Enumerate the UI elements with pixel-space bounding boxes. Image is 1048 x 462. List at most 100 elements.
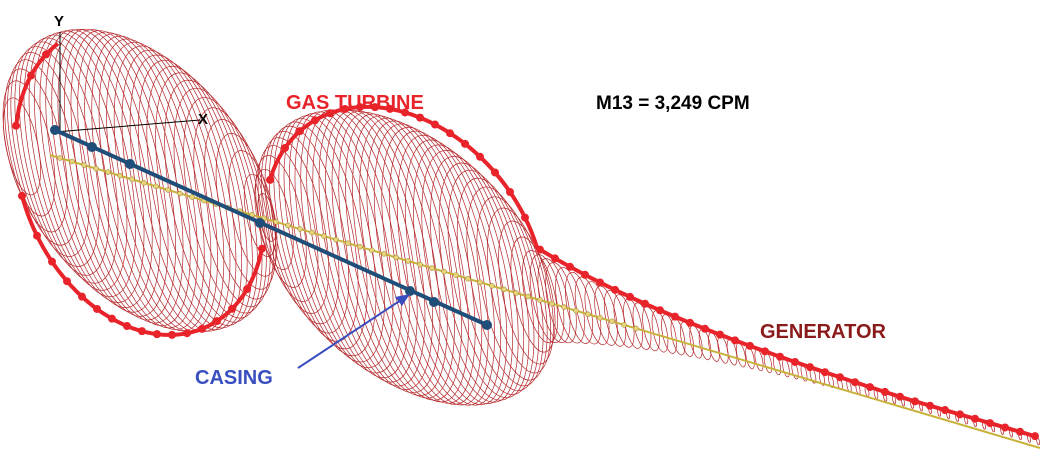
envelope-node bbox=[911, 397, 919, 405]
envelope-edge bbox=[270, 107, 1038, 437]
casing-node bbox=[87, 142, 97, 152]
envelope-node bbox=[27, 72, 35, 80]
envelope-node bbox=[716, 331, 724, 339]
shaft-node bbox=[322, 234, 327, 239]
mode-label: M13 = 3,249 CPM bbox=[596, 93, 750, 114]
envelope-node bbox=[506, 188, 514, 196]
envelope-node bbox=[243, 285, 251, 293]
shaft-node bbox=[622, 322, 627, 327]
shaft-node bbox=[406, 258, 411, 263]
envelope-node bbox=[138, 327, 146, 335]
envelope-node bbox=[746, 342, 754, 350]
shaft-node bbox=[454, 273, 459, 278]
envelope-node bbox=[12, 122, 20, 130]
envelope-node bbox=[686, 319, 694, 327]
envelope-node bbox=[596, 278, 604, 286]
shaft-node bbox=[190, 195, 195, 200]
casing-arrow bbox=[298, 298, 404, 368]
shaft-node bbox=[70, 159, 75, 164]
shaft-node bbox=[154, 184, 159, 189]
envelope-node bbox=[641, 300, 649, 308]
casing-node bbox=[125, 159, 135, 169]
arrow-head bbox=[395, 294, 410, 306]
shaft-node bbox=[514, 290, 519, 295]
shaft-node bbox=[142, 180, 147, 185]
envelope-node bbox=[183, 329, 191, 337]
shaft-node bbox=[106, 170, 111, 175]
envelope-node bbox=[123, 322, 131, 330]
rotor-envelope bbox=[12, 44, 1039, 441]
envelope-node bbox=[536, 246, 544, 254]
shaft-node bbox=[574, 308, 579, 313]
envelope-node bbox=[956, 410, 964, 418]
envelope-node bbox=[821, 368, 829, 376]
shaft-node bbox=[502, 287, 507, 292]
envelope-node bbox=[18, 192, 26, 200]
envelope-node bbox=[93, 305, 101, 313]
envelope-node bbox=[776, 353, 784, 361]
envelope-node bbox=[461, 140, 469, 148]
shaft-node bbox=[394, 255, 399, 260]
envelope-node bbox=[656, 306, 664, 314]
envelope-node bbox=[296, 127, 304, 135]
shaft-node bbox=[466, 276, 471, 281]
shaft-node bbox=[94, 166, 99, 171]
shaft-node bbox=[490, 283, 495, 288]
envelope-node bbox=[42, 50, 50, 58]
shaft-node bbox=[298, 227, 303, 232]
envelope-node bbox=[926, 402, 934, 410]
shaft-node bbox=[178, 191, 183, 196]
envelope-node bbox=[671, 313, 679, 321]
envelope-node bbox=[866, 383, 874, 391]
envelope-node bbox=[431, 121, 439, 129]
shaft-node bbox=[382, 251, 387, 256]
envelope-node bbox=[581, 271, 589, 279]
shaft-node bbox=[58, 155, 63, 160]
envelope-node bbox=[416, 114, 424, 122]
envelope-node bbox=[806, 363, 814, 371]
envelope-node bbox=[198, 325, 206, 333]
shaft-node bbox=[334, 237, 339, 242]
shaft-node bbox=[274, 219, 279, 224]
envelope-node bbox=[761, 347, 769, 355]
envelope-node bbox=[701, 325, 709, 333]
envelope-node bbox=[1001, 423, 1009, 431]
envelope-node bbox=[63, 277, 71, 285]
envelope-node bbox=[941, 406, 949, 414]
casing-node bbox=[255, 218, 265, 228]
casing-label: CASING bbox=[195, 367, 273, 389]
gas-turbine-label: GAS TURBINE bbox=[286, 92, 424, 114]
envelope-node bbox=[881, 388, 889, 396]
shaft-node bbox=[634, 326, 639, 331]
envelope-node bbox=[566, 263, 574, 271]
envelope-node bbox=[551, 254, 559, 262]
shaft-node bbox=[598, 315, 603, 320]
shaft-node bbox=[310, 230, 315, 235]
envelope-node bbox=[48, 258, 56, 266]
shaft-node bbox=[82, 163, 87, 168]
envelope-node bbox=[281, 144, 289, 152]
envelope-node bbox=[266, 176, 274, 184]
mesh-ring bbox=[179, 101, 285, 313]
rotor-mesh bbox=[0, 20, 1040, 448]
envelope-node bbox=[1016, 428, 1024, 436]
envelope-node bbox=[851, 378, 859, 386]
shaft-node bbox=[370, 248, 375, 253]
x-axis bbox=[55, 120, 200, 132]
shaft-node bbox=[166, 187, 171, 192]
shaft-node bbox=[526, 294, 531, 299]
envelope-node bbox=[896, 393, 904, 401]
envelope-node bbox=[78, 293, 86, 301]
envelope-node bbox=[521, 214, 529, 222]
shaft-node bbox=[118, 173, 123, 178]
envelope-node bbox=[476, 153, 484, 161]
envelope-node bbox=[731, 336, 739, 344]
envelope-node bbox=[971, 415, 979, 423]
shaft-node bbox=[586, 312, 591, 317]
envelope-node bbox=[108, 315, 116, 323]
shaft-node bbox=[550, 301, 555, 306]
envelope-node bbox=[153, 330, 161, 338]
envelope-node bbox=[491, 168, 499, 176]
envelope-node bbox=[986, 419, 994, 427]
y-axis-label: Y bbox=[54, 13, 64, 30]
